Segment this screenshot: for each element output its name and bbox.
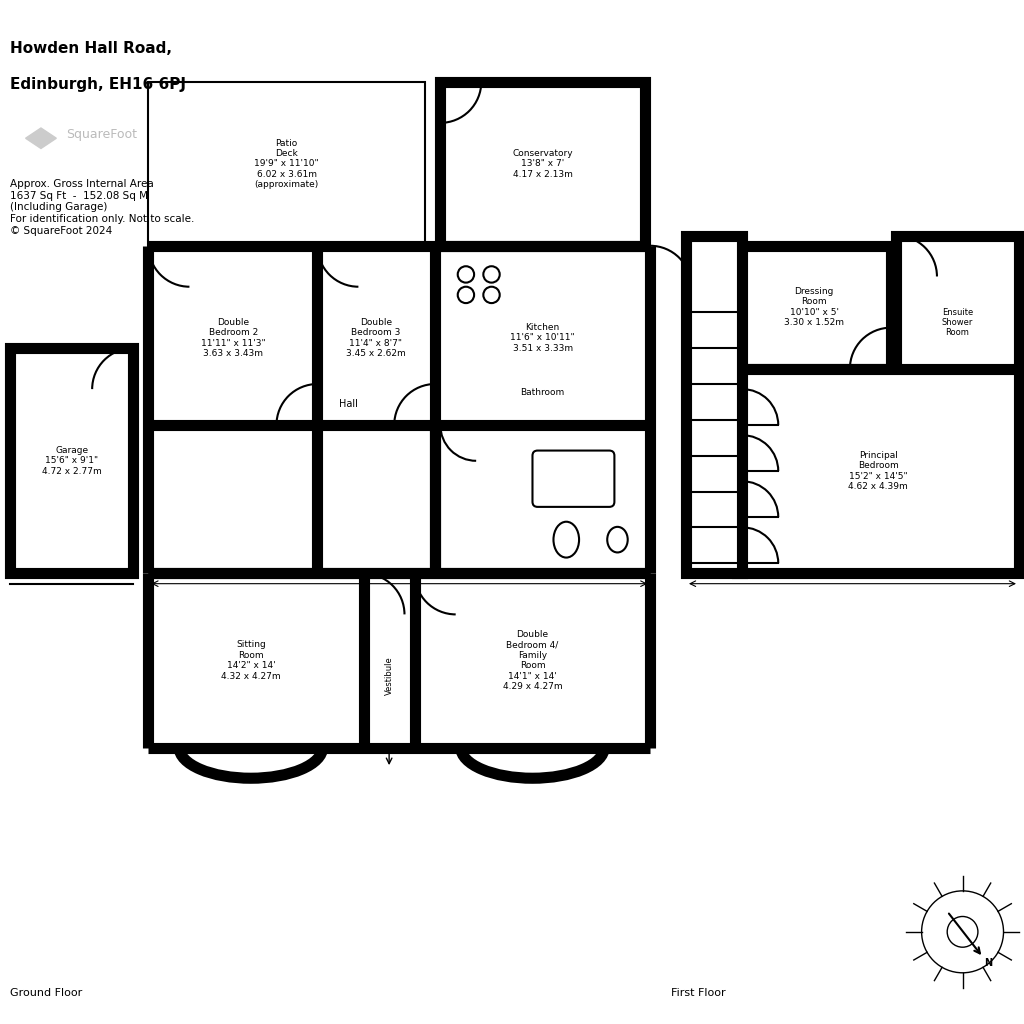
- Text: Conservatory
13'8" x 7'
4.17 x 2.13m: Conservatory 13'8" x 7' 4.17 x 2.13m: [512, 148, 573, 179]
- Circle shape: [483, 266, 500, 283]
- Text: SquareFoot: SquareFoot: [67, 128, 137, 141]
- FancyBboxPatch shape: [532, 451, 614, 507]
- Circle shape: [947, 916, 978, 947]
- Text: Double
Bedroom 3
11'4" x 8'7"
3.45 x 2.62m: Double Bedroom 3 11'4" x 8'7" 3.45 x 2.6…: [346, 317, 406, 358]
- Text: N: N: [984, 957, 992, 968]
- Circle shape: [458, 287, 474, 303]
- Text: Howden Hall Road,: Howden Hall Road,: [10, 41, 172, 56]
- Text: Edinburgh, EH16 6PJ: Edinburgh, EH16 6PJ: [10, 77, 186, 92]
- Text: Double
Bedroom 2
11'11" x 11'3"
3.63 x 3.43m: Double Bedroom 2 11'11" x 11'3" 3.63 x 3…: [201, 317, 266, 358]
- Circle shape: [922, 891, 1004, 973]
- Text: Garage
15'6" x 9'1"
4.72 x 2.77m: Garage 15'6" x 9'1" 4.72 x 2.77m: [42, 445, 101, 476]
- Text: Dressing
Room
10'10" x 5'
3.30 x 1.52m: Dressing Room 10'10" x 5' 3.30 x 1.52m: [784, 287, 844, 328]
- Bar: [896, 236, 1019, 410]
- Text: Bathroom: Bathroom: [520, 388, 565, 396]
- Text: Double
Bedroom 4/
Family
Room
14'1" x 14'
4.29 x 4.27m: Double Bedroom 4/ Family Room 14'1" x 14…: [503, 630, 562, 691]
- Text: Ground Floor: Ground Floor: [10, 988, 83, 998]
- Polygon shape: [26, 128, 56, 148]
- Bar: [10, 348, 133, 573]
- Text: Principal
Bedroom
15'2" x 14'5"
4.62 x 4.39m: Principal Bedroom 15'2" x 14'5" 4.62 x 4…: [848, 451, 908, 492]
- Ellipse shape: [607, 526, 628, 553]
- Ellipse shape: [554, 522, 580, 557]
- Text: First Floor: First Floor: [671, 988, 725, 998]
- Text: Hall: Hall: [339, 399, 357, 410]
- Text: Ensuite
Shower
Room: Ensuite Shower Room: [942, 307, 973, 338]
- Bar: [148, 82, 425, 246]
- Text: Patio
Deck
19'9" x 11'10"
6.02 x 3.61m
(approximate): Patio Deck 19'9" x 11'10" 6.02 x 3.61m (…: [254, 138, 319, 189]
- Bar: [440, 82, 645, 246]
- Text: Kitchen
11'6" x 10'11"
3.51 x 3.33m: Kitchen 11'6" x 10'11" 3.51 x 3.33m: [510, 323, 575, 353]
- Bar: [686, 236, 742, 573]
- Circle shape: [458, 266, 474, 283]
- Bar: [737, 246, 891, 369]
- Text: Approx. Gross Internal Area
1637 Sq Ft  -  152.08 Sq M
(Including Garage)
For id: Approx. Gross Internal Area 1637 Sq Ft -…: [10, 179, 195, 236]
- Circle shape: [483, 287, 500, 303]
- Bar: [737, 369, 1019, 573]
- Text: Sitting
Room
14'2" x 14'
4.32 x 4.27m: Sitting Room 14'2" x 14' 4.32 x 4.27m: [221, 640, 281, 681]
- Text: Vestibule: Vestibule: [385, 656, 393, 695]
